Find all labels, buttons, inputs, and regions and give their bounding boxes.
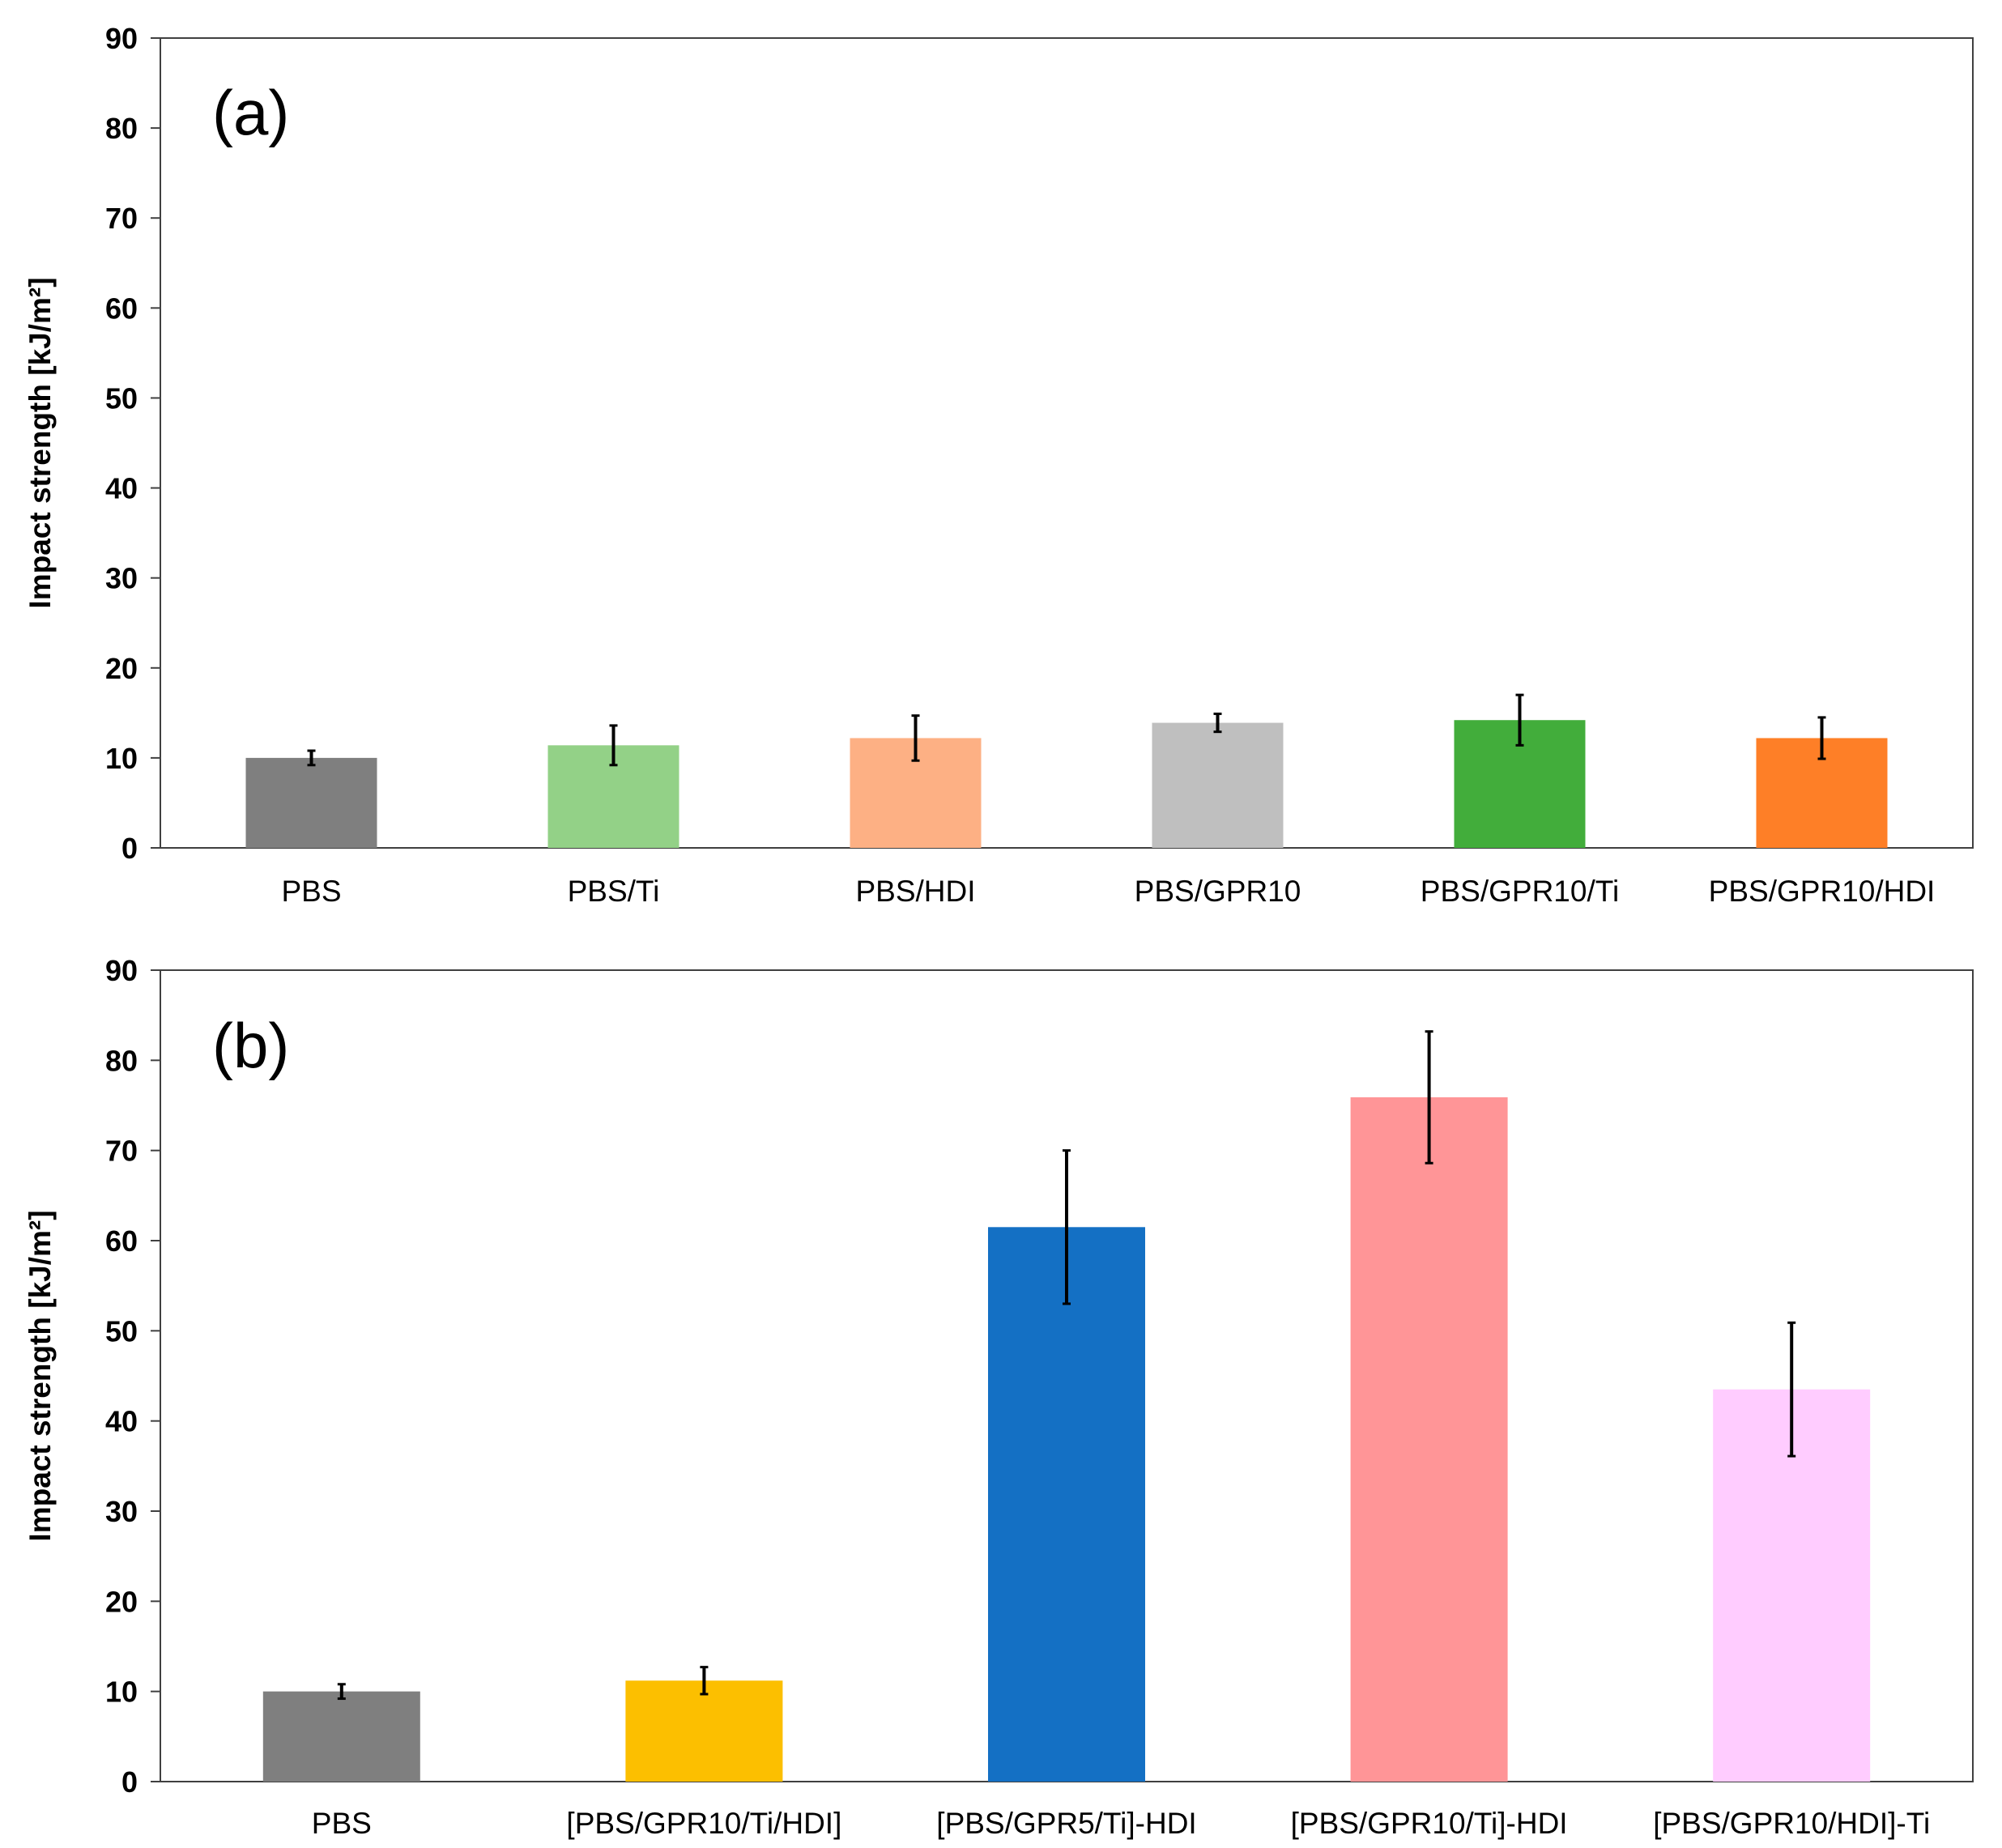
bar — [262, 1691, 420, 1782]
category-label: PBS/Ti — [568, 875, 660, 908]
y-tick-label: 0 — [121, 832, 138, 865]
y-tick-label: 50 — [105, 1314, 138, 1348]
panel-label: (b) — [212, 1010, 289, 1081]
y-tick-label: 50 — [105, 381, 138, 415]
category-label: [PBS/GPR10/Ti/HDI] — [566, 1807, 841, 1840]
category-label: PBS/HDI — [855, 875, 975, 908]
y-tick-label: 40 — [105, 472, 138, 505]
y-tick-label: 90 — [105, 22, 138, 55]
bar — [1152, 722, 1284, 848]
y-tick-label: 60 — [105, 292, 138, 325]
y-tick-label: 20 — [105, 1585, 138, 1618]
y-tick-label: 30 — [105, 562, 138, 595]
bar — [625, 1680, 783, 1782]
category-label: PBS — [281, 875, 341, 908]
category-label: PBS/GPR10/HDI — [1709, 875, 1936, 908]
y-tick-label: 20 — [105, 652, 138, 685]
y-tick-label: 30 — [105, 1495, 138, 1528]
y-tick-label: 80 — [105, 1044, 138, 1077]
panel-label: (a) — [212, 77, 289, 148]
category-label: PBS — [312, 1807, 372, 1840]
y-tick-label: 10 — [105, 1676, 138, 1709]
category-label: [PBS/GPR10/HDI]-Ti — [1653, 1807, 1930, 1840]
category-label: [PBS/GPR5/Ti]-HDI — [936, 1807, 1196, 1840]
panel-a-chart: 0 10 20 30 40 50 60 70 80 90 PBS PBS/Ti PBS/HDI PBS/G… — [23, 22, 1974, 908]
bar — [988, 1227, 1145, 1782]
category-label: PBS/GPR10 — [1135, 875, 1301, 908]
y-tick-label: 80 — [105, 112, 138, 145]
bar — [1350, 1096, 1508, 1782]
category-label: [PBS/GPR10/Ti]-HDI — [1291, 1807, 1568, 1840]
bar — [245, 757, 377, 848]
y-tick-label: 60 — [105, 1224, 138, 1258]
category-label: PBS/GPR10/Ti — [1421, 875, 1619, 908]
y-tick-label: 40 — [105, 1405, 138, 1438]
y-tick-label: 70 — [105, 202, 138, 235]
y-axis-label: Impact strength [kJ/m²] — [23, 277, 57, 608]
plot-frame — [160, 37, 1974, 849]
panel-b-chart: 0 10 20 30 40 50 60 70 80 90 PBS [PBS/GPR10/Ti/HDI]… — [23, 954, 1974, 1840]
y-tick-label: 10 — [105, 742, 138, 775]
y-axis-label: Impact strength [kJ/m²] — [23, 1210, 57, 1541]
y-tick-label: 90 — [105, 954, 138, 987]
y-tick-label: 70 — [105, 1135, 138, 1168]
y-tick-label: 0 — [121, 1765, 138, 1799]
